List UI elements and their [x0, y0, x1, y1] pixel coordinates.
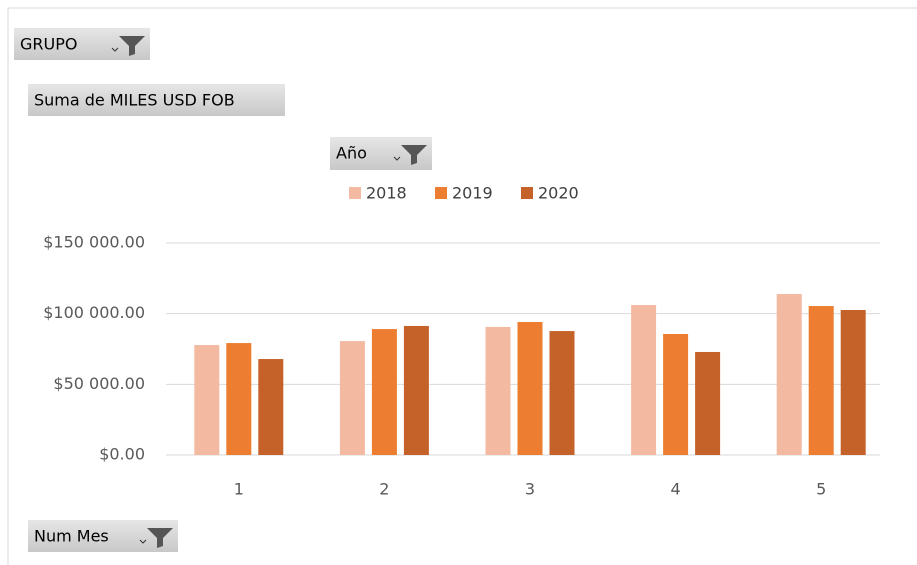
legend-label: 2018 [366, 184, 407, 203]
legend-swatch [435, 187, 447, 199]
button-label: Suma de MILES USD FOB [34, 91, 235, 110]
x-tick-label: 5 [816, 480, 826, 499]
bar [485, 326, 511, 455]
bar [339, 341, 365, 455]
button-label: Año [336, 144, 367, 163]
bar [631, 305, 657, 455]
legend-swatch [349, 187, 361, 199]
bar [258, 359, 284, 455]
bar [776, 294, 802, 455]
values-field-button[interactable]: Suma de MILES USD FOB [28, 84, 285, 116]
bar [840, 309, 866, 455]
y-tick-label: $150 000.00 [43, 233, 145, 252]
button-label: GRUPO [20, 35, 77, 54]
bar [371, 329, 397, 455]
x-tick-label: 2 [379, 480, 389, 499]
button-label: Num Mes [34, 527, 109, 546]
bar [808, 306, 834, 455]
bar [403, 325, 429, 455]
x-tick-label: 4 [671, 480, 681, 499]
bar [549, 331, 575, 455]
bar [517, 322, 543, 455]
report-filter-button[interactable]: GRUPO [14, 28, 150, 60]
legend-label: 2020 [538, 184, 579, 203]
legend-field-button[interactable]: Año [330, 137, 432, 170]
y-tick-label: $0.00 [99, 445, 145, 464]
bar [194, 345, 220, 455]
bar [226, 343, 252, 455]
bar [663, 334, 689, 455]
bar [695, 351, 721, 455]
y-tick-label: $50 000.00 [53, 374, 145, 393]
x-tick-label: 3 [525, 480, 535, 499]
axis-field-button[interactable]: Num Mes [28, 520, 178, 552]
x-tick-label: 1 [234, 480, 244, 499]
legend-label: 2019 [452, 184, 493, 203]
legend-swatch [521, 187, 533, 199]
y-tick-label: $100 000.00 [43, 303, 145, 322]
